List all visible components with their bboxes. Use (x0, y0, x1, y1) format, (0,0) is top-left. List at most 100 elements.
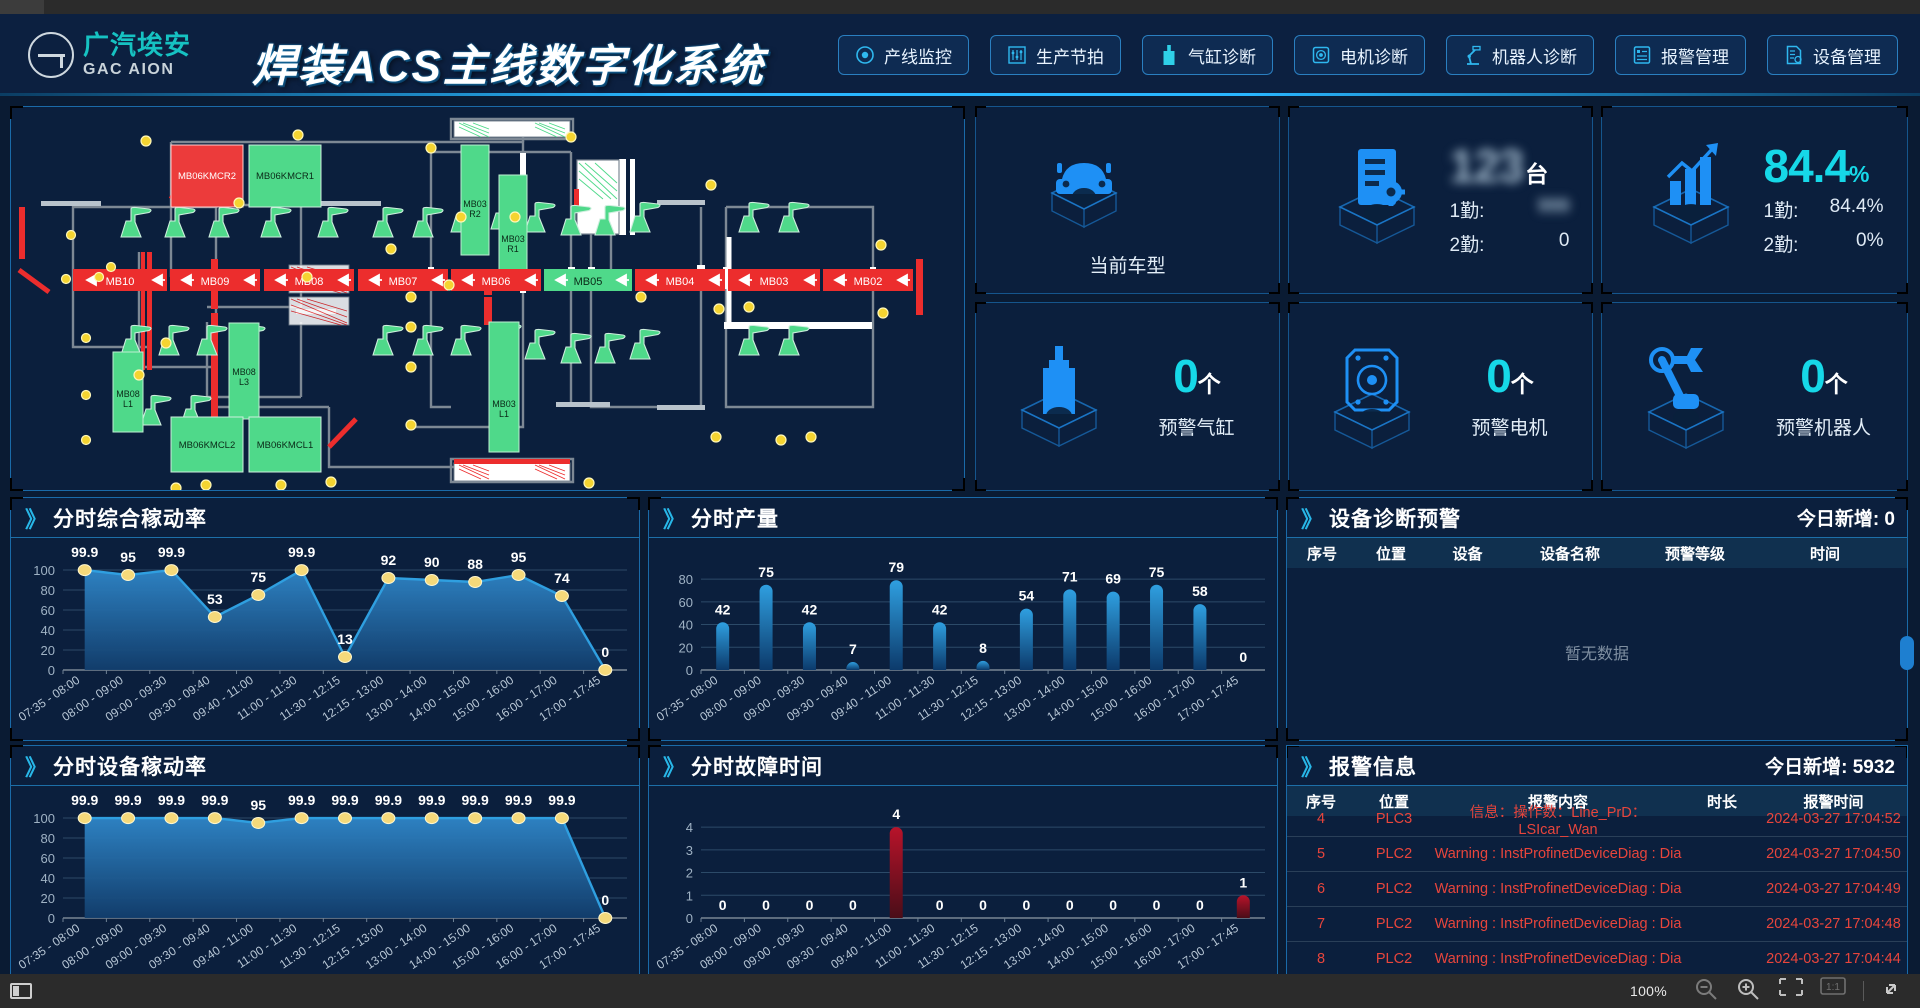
data-point (121, 812, 136, 825)
car-icon (1024, 131, 1144, 249)
data-point (207, 611, 222, 623)
svg-text:MB06: MB06 (482, 276, 511, 288)
nav-item-production-monitor[interactable]: 产线监控 (838, 35, 969, 75)
point-value-label: 99.9 (548, 792, 575, 808)
data-point (598, 664, 613, 676)
shift2-label: 2勤: (1449, 235, 1485, 256)
drawer-handle[interactable] (1900, 636, 1914, 670)
nav-item-device-management[interactable]: 设备管理 (1767, 35, 1898, 75)
nav-item-cylinder-diagnosis[interactable]: 气缸诊断 (1142, 35, 1273, 75)
bar-value-label: 42 (932, 601, 948, 617)
data-point (121, 569, 136, 581)
shift1-label: 1勤: (1449, 201, 1485, 222)
cell-no: 5 (1316, 846, 1326, 862)
actual-size-button[interactable]: 1:1 (1819, 976, 1849, 1006)
svg-text:MB02: MB02 (854, 276, 883, 288)
panel-title: 设备诊断预警 (1329, 507, 1462, 531)
chart-panel-fault-time[interactable]: 》 分时故障时间 0 1 2 3 4 0 0 0 0 4 0 0 0 0 0 0 0 1 07:35 - 08:00… (648, 745, 1278, 974)
cylinder-icon (994, 332, 1124, 462)
col-alarm-time: 报警时间 (1803, 793, 1864, 811)
bar-value-label: 54 (1019, 588, 1035, 604)
chart-title: 分时综合稼动率 (53, 507, 208, 531)
table-row[interactable]: 5 PLC2 Warning : InstProfinetDeviceDiag : … (1287, 837, 1907, 872)
chart-canvas-equipment-utilization[interactable]: 0 20 40 60 80 100 99.9 99.9 99.9 99.9 95 99.9 99.9 99… (11, 786, 639, 974)
fit-to-screen-button[interactable] (1777, 976, 1807, 1006)
chart-canvas-overall-utilization[interactable]: 0 20 40 60 80 100 99.9 95 99.9 53 75 99.9 13 92 90 88 95… (11, 538, 639, 745)
chart-canvas-hourly-output[interactable]: 0 20 40 60 80 42 75 42 7 79 42 8 54 71 69 75 58 0 07:35 - … (649, 538, 1277, 745)
nav-item-robot-diagnosis[interactable]: 机器人诊断 (1446, 35, 1594, 75)
point-value-label: 99.9 (462, 792, 489, 808)
svg-text:MB04: MB04 (666, 276, 695, 288)
nav-item-motor-diagnosis[interactable]: 电机诊断 (1294, 35, 1425, 75)
svg-text:MB07: MB07 (389, 276, 418, 288)
production-line-map-panel[interactable]: MB08 L1 MB08 L3 MB03 R2 MB03 R1 MB03 L1 (10, 106, 965, 491)
warn-cylinder-value: 0 (1173, 350, 1199, 402)
svg-text:MB03: MB03 (463, 199, 487, 209)
kpi-card-production-count[interactable]: 123 台 1勤: 999 2勤: 0 (1288, 106, 1593, 294)
svg-text:20: 20 (41, 891, 55, 906)
table-row[interactable]: 4 PLC3 信息：操作数：Line_PrD：LSIcar_Wan 2024-03-2… (1287, 802, 1907, 838)
svg-text:60: 60 (41, 851, 55, 866)
bar-value-label: 69 (1105, 571, 1121, 587)
bar-value-label: 0 (806, 897, 814, 913)
cell-content: 信息：操作数：Line_PrD：LSIcar_Wan (1469, 804, 1647, 838)
data-point (554, 590, 569, 602)
data-point (468, 812, 483, 825)
alarm-table-body[interactable]: 4 PLC3 信息：操作数：Line_PrD：LSIcar_Wan 2024-03-2… (1287, 802, 1907, 974)
zoom-in-button[interactable] (1735, 976, 1765, 1006)
data-point (338, 651, 352, 663)
cell-no: 7 (1316, 916, 1326, 932)
bar (1019, 608, 1033, 670)
robot-arm-icon (1463, 44, 1483, 66)
bar (976, 660, 990, 670)
data-point (77, 564, 92, 577)
chart-canvas-fault-time[interactable]: 0 1 2 3 4 0 0 0 0 4 0 0 0 0 0 0 0 1 07:35 - 08:00 08:00 - 0… (649, 786, 1277, 974)
zoom-out-button[interactable] (1693, 976, 1723, 1006)
table-header: 序号 位置 设备 设备名称 预警等级 时间 (1287, 538, 1907, 568)
chart-title: 分时设备稼动率 (53, 755, 208, 779)
cell-content: Warning : InstProfinetDeviceDiag : Dia (1434, 951, 1682, 967)
point-value-label: 74 (554, 570, 570, 586)
warn-motor-unit: 个 (1510, 371, 1534, 397)
point-value-label: 75 (250, 569, 266, 585)
app-header: 广汽埃安 GAC AION 焊装ACS主线数字化系统 产线监控 生产节拍 气缸诊… (0, 14, 1920, 96)
kpi-card-current-model[interactable]: 当前车型 (975, 106, 1280, 294)
browser-top-strip (0, 0, 1920, 14)
cell-no: 6 (1316, 881, 1326, 897)
kpi-card-warn-motor[interactable]: 0 个 预警电机 (1288, 302, 1593, 491)
warn-cylinder-caption: 预警气缸 (1158, 418, 1235, 439)
nav-item-alarm-management[interactable]: 报警管理 (1615, 35, 1746, 75)
zoom-level-label: 100% (1629, 983, 1667, 999)
svg-text:MB06KMCR2: MB06KMCR2 (178, 171, 236, 182)
table-row[interactable]: 8 PLC2 Warning : InstProfinetDeviceDiag : … (1287, 942, 1907, 974)
kpi-card-warn-robot[interactable]: 0 个 预警机器人 (1601, 302, 1908, 491)
top-nav: 产线监控 生产节拍 气缸诊断 电机诊断 机器人诊断 报警管理 (838, 35, 1898, 75)
kpi-card-warn-cylinder[interactable]: 0 个 预警气缸 (975, 302, 1280, 491)
warn-robot-caption: 预警机器人 (1775, 418, 1871, 439)
brand-name-en: GAC AION (83, 61, 175, 78)
factory-layout-diagram[interactable]: MB08 L1 MB08 L3 MB03 R2 MB03 R1 MB03 L1 (11, 107, 964, 490)
alarm-info-panel[interactable]: 》 报警信息 今日新增: 5932 序号 位置 报警内容 时长 报警时间 4 PL… (1286, 745, 1908, 974)
chart-panel-equipment-utilization[interactable]: 》 分时设备稼动率 0 20 40 60 80 100 99.9 99.9 99.9 99.9 95… (10, 745, 640, 974)
bar (1106, 591, 1120, 670)
svg-text:R1: R1 (507, 244, 519, 254)
chevron-right-icon: 》 (1301, 506, 1323, 532)
table-row[interactable]: 6 PLC2 Warning : InstProfinetDeviceDiag : … (1287, 872, 1907, 907)
nav-item-production-takt[interactable]: 生产节拍 (990, 35, 1121, 75)
gac-logo-icon (28, 32, 74, 78)
bar-value-label: 8 (979, 640, 987, 656)
table-row[interactable]: 7 PLC2 Warning : InstProfinetDeviceDiag : … (1287, 907, 1907, 942)
utilization-value: 84.4 (1763, 140, 1851, 192)
svg-text:0: 0 (48, 663, 55, 678)
page-thumbnail-icon[interactable] (10, 983, 32, 999)
warn-motor-value: 0 (1486, 350, 1512, 402)
diagnosis-warning-panel[interactable]: 》 设备诊断预警 今日新增: 0 序号 位置 设备 设备名称 预警等级 时间 暂… (1286, 497, 1914, 741)
fullscreen-button[interactable] (1878, 976, 1908, 1006)
bar (889, 580, 903, 670)
bar-value-label: 0 (1109, 897, 1117, 913)
browser-tab-stub[interactable] (0, 0, 44, 14)
kpi-card-utilization-rate[interactable]: 84.4 % 1勤: 84.4% 2勤: 0% (1601, 106, 1908, 294)
bar (1150, 584, 1164, 670)
chart-panel-overall-utilization[interactable]: 》 分时综合稼动率 0 20 40 60 80 100 99.9 95 99.9 53 75 99.9… (10, 497, 640, 741)
chart-panel-hourly-output[interactable]: 》 分时产量 0 20 40 60 80 42 75 42 7 79 42 8 54 71 69 75 58 0 0… (648, 497, 1278, 741)
